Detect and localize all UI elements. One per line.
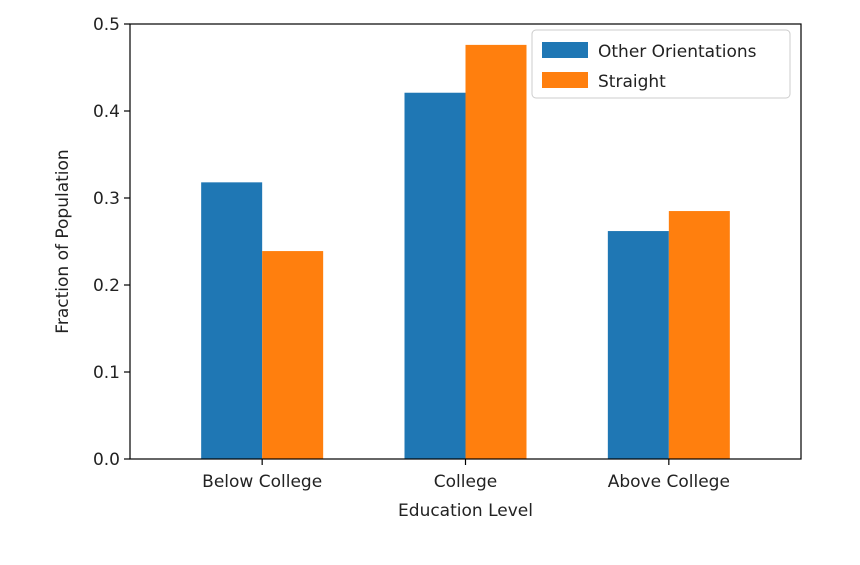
y-tick-label: 0.1 — [93, 363, 120, 383]
legend-box — [531, 29, 791, 99]
x-tick-label: College — [434, 472, 497, 492]
y-tick-label: 0.2 — [93, 276, 120, 296]
x-tick-label: Below College — [202, 472, 322, 492]
bar-straight-college — [465, 44, 527, 459]
y-tick-label: 0.0 — [93, 450, 120, 470]
bar-straight-above-college — [668, 211, 730, 459]
legend-label: Straight — [598, 72, 666, 92]
legend-swatch — [542, 72, 588, 88]
bar-other-orientations-college — [404, 92, 466, 459]
y-tick-label: 0.5 — [93, 15, 120, 35]
y-tick-label: 0.3 — [93, 189, 120, 209]
x-tick-label: Above College — [608, 472, 730, 492]
y-axis-label: Fraction of Population — [53, 149, 73, 333]
legend-swatch — [542, 42, 588, 58]
bars-group — [201, 44, 730, 459]
x-axis-ticks: Below College College Above College — [202, 459, 730, 492]
legend: Other Orientations Straight — [531, 29, 791, 99]
bar-other-orientations-below-college — [201, 182, 263, 459]
bar-straight-below-college — [262, 251, 324, 459]
y-tick-label: 0.4 — [93, 102, 120, 122]
plot-frame — [129, 23, 802, 460]
y-axis-ticks: 0.0 0.1 0.2 0.3 0.4 0.5 — [93, 15, 130, 470]
x-axis-label: Education Level — [398, 501, 533, 521]
legend-label: Other Orientations — [598, 42, 757, 62]
bar-other-orientations-above-college — [607, 231, 669, 459]
